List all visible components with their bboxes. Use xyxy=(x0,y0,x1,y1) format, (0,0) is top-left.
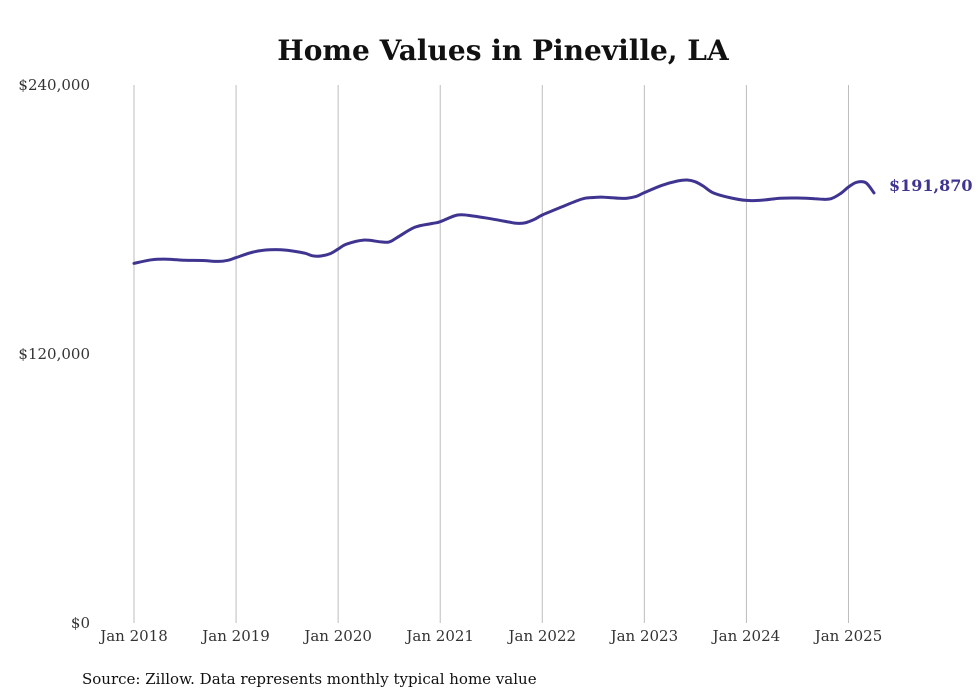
y-tick-label: $0 xyxy=(71,614,90,632)
series-line-home-value xyxy=(132,178,876,265)
x-tick-label: Jan 2023 xyxy=(609,627,679,645)
x-tick-label: Jan 2024 xyxy=(711,627,781,645)
x-tick-label: Jan 2018 xyxy=(98,627,168,645)
y-tick-label: $120,000 xyxy=(18,345,90,363)
x-axis-ticks: Jan 2018 Jan 2019 Jan 2020 Jan 2021 Jan 2022… xyxy=(98,627,882,645)
source-note: Source: Zillow. Data represents monthly … xyxy=(82,670,537,688)
x-tick-label: Jan 2025 xyxy=(813,627,883,645)
chart-title: Home Values in Pineville, LA xyxy=(277,34,730,67)
x-tick-label: Jan 2021 xyxy=(404,627,474,645)
y-tick-label: $240,000 xyxy=(18,76,90,94)
x-tick-label: Jan 2019 xyxy=(200,627,270,645)
x-tick-label: Jan 2022 xyxy=(506,627,576,645)
y-axis-ticks: $0 $120,000 $240,000 xyxy=(18,76,90,632)
gridlines xyxy=(133,85,849,623)
end-value-label: $191,870 xyxy=(889,176,973,195)
x-tick-label: Jan 2020 xyxy=(302,627,372,645)
